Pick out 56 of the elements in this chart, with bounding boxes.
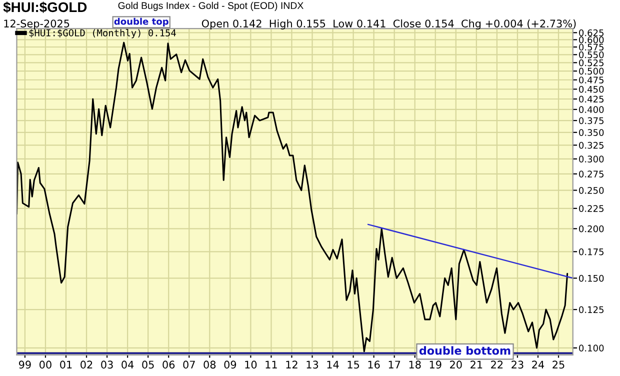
y-tick-label: 0.500 [579, 68, 604, 75]
x-tick-label: 00 [40, 360, 52, 369]
y-tick-label: 0.200 [579, 225, 604, 232]
x-tick-label: 03 [101, 360, 113, 369]
y-tick-label: 0.350 [579, 129, 604, 136]
y-tick-label: 0.425 [579, 96, 604, 103]
x-tick-label: 08 [204, 360, 216, 369]
x-tick-label: 22 [491, 360, 503, 368]
x-tick-label: 12 [286, 360, 298, 368]
x-tick-label: 04 [122, 360, 134, 369]
x-tick-label: 07 [183, 360, 195, 369]
y-tick-label: 0.575 [579, 44, 604, 51]
y-tick-label: 0.300 [579, 156, 604, 162]
y-tick-label: 0.375 [579, 117, 604, 124]
y-tick-label: 0.625 [579, 29, 604, 36]
annotation: double bottom [419, 346, 510, 355]
x-tick-label: 19 [430, 360, 442, 369]
x-tick-label: 25 [552, 360, 564, 369]
x-tick-label: 09 [224, 360, 236, 369]
x-tick-label: 16 [368, 360, 380, 369]
y-tick-label: 0.125 [579, 306, 604, 314]
x-tick-label: 01 [60, 360, 72, 369]
x-tick-label: 10 [245, 360, 257, 369]
annotation: Open 0.142 High 0.155 Low 0.141 Close 0.154 Chg +0.004 (+2.73%) [202, 19, 576, 30]
y-tick-label: 0.400 [579, 106, 604, 113]
y-tick-label: 0.100 [579, 344, 604, 352]
y-tick-label: 0.475 [579, 76, 604, 84]
legend-label: $HUI:$GOLD (Monthly) 0.154 [29, 29, 176, 38]
x-tick-label: 17 [388, 360, 400, 368]
y-tick-label: 0.550 [579, 51, 604, 58]
annotation: 12-Sep-2025 [4, 20, 70, 30]
chart-title: $HUI:$GOLD [3, 2, 87, 13]
x-tick-label: 14 [327, 360, 339, 368]
y-tick-label: 0.525 [579, 59, 604, 66]
x-tick-label: 15 [348, 360, 360, 369]
chart-subtitle: Gold Bugs Index - Gold - Spot (EOD) INDX [118, 2, 304, 11]
x-tick-label: 20 [450, 360, 462, 369]
y-tick-label: 0.325 [579, 142, 604, 149]
x-tick-label: 18 [409, 360, 421, 369]
x-tick-label: 13 [306, 360, 318, 369]
x-tick-label: 21 [470, 360, 482, 368]
x-tick-label: 02 [80, 360, 92, 369]
x-tick-label: 05 [142, 360, 154, 369]
x-tick-label: 24 [532, 360, 544, 368]
y-tick-label: 0.450 [579, 86, 604, 93]
x-tick-label: 06 [162, 360, 175, 369]
y-tick-label: 0.275 [579, 170, 604, 178]
x-tick-label: 11 [266, 360, 277, 368]
y-tick-label: 0.150 [579, 274, 604, 282]
text: double top [114, 18, 168, 27]
y-tick-label: 0.225 [579, 205, 604, 212]
y-tick-label: 0.250 [579, 187, 604, 194]
y-tick-label: 0.175 [579, 248, 604, 256]
x-tick-label: 23 [512, 360, 524, 369]
x-tick-label: 99 [18, 360, 31, 369]
y-tick-label: 0.600 [579, 36, 604, 44]
